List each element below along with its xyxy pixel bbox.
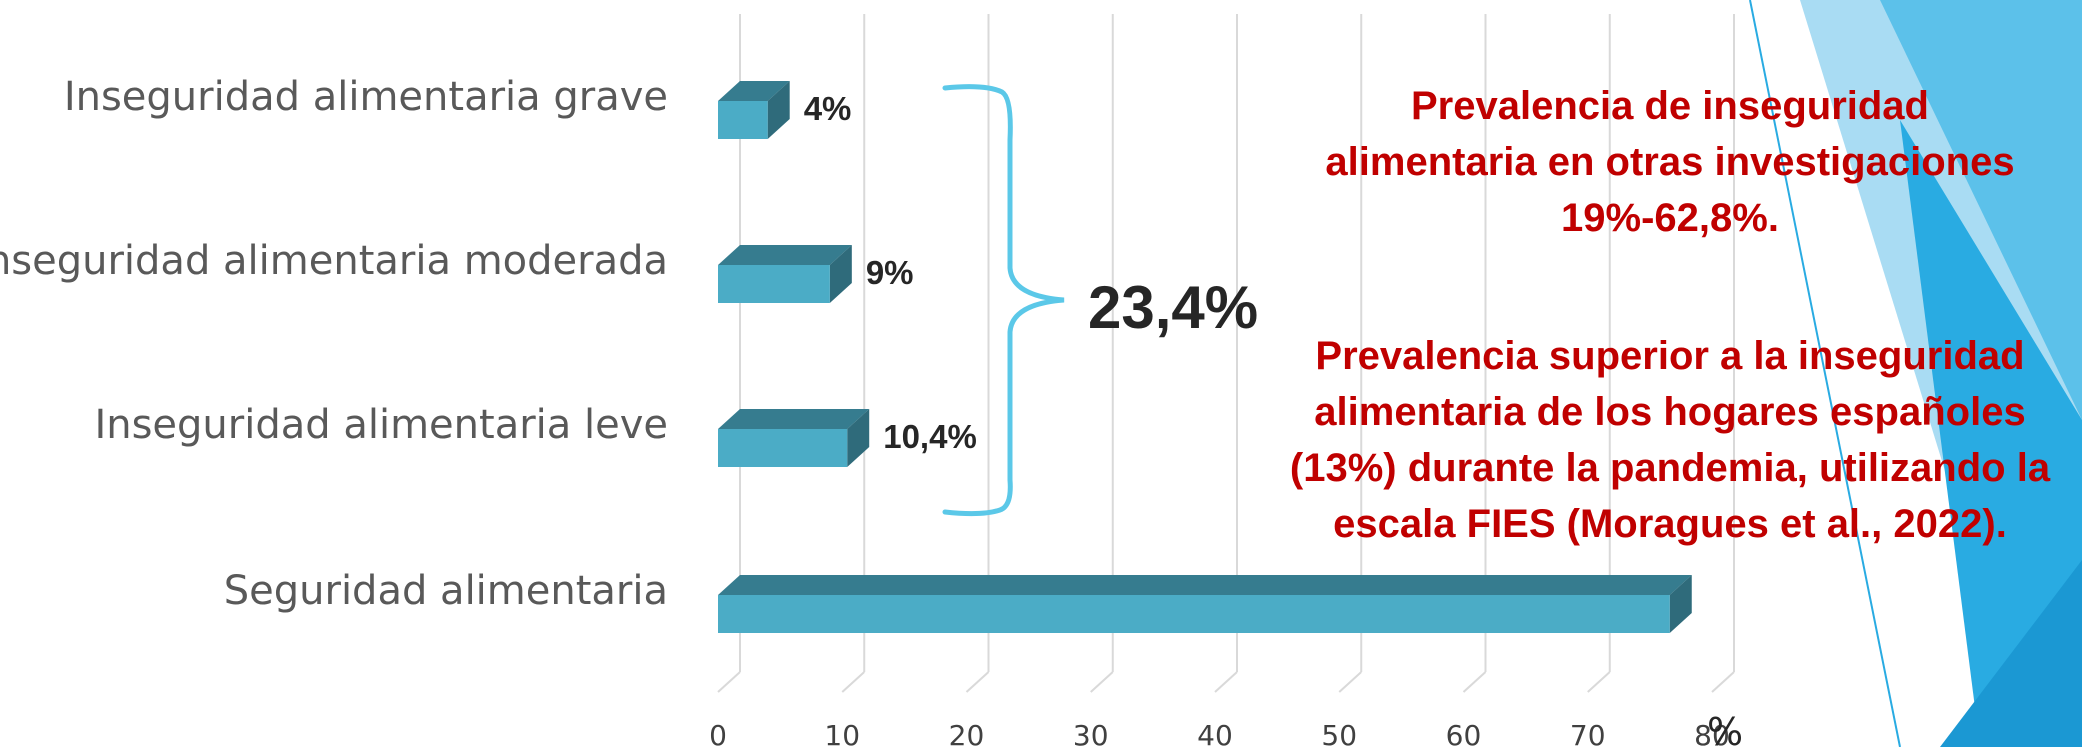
x-tick-label: 50 [1321, 719, 1357, 747]
x-tick-label: 20 [949, 719, 985, 747]
category-label: Inseguridad alimentaria grave [64, 74, 668, 120]
bar-front-face [718, 595, 1670, 633]
data-label: 10,4% [883, 418, 977, 455]
bar-front-face [718, 429, 847, 467]
bracket-label: 23,4% [1088, 274, 1258, 341]
category-labels: Inseguridad alimentaria grave Inseguridad… [0, 74, 668, 614]
bar-top-face [718, 245, 852, 265]
x-tick-label: 30 [1073, 719, 1109, 747]
bar [718, 81, 790, 139]
grid-floor-line [1215, 672, 1237, 692]
data-label: 4% [804, 90, 852, 127]
grid-floor-line [1464, 672, 1486, 692]
bar-front-face [718, 265, 830, 303]
x-tick-label: 10 [824, 719, 860, 747]
category-label: Seguridad alimentaria [224, 568, 668, 614]
grid-floor-line [1712, 672, 1734, 692]
x-tick-label: 40 [1197, 719, 1233, 747]
x-tick-labels: 0 10 20 30 40 50 60 70 80 [709, 719, 1730, 747]
x-tick-label: 60 [1446, 719, 1482, 747]
category-label: Inseguridad alimentaria moderada [0, 238, 668, 284]
grid-floor-line [967, 672, 989, 692]
grid-floor-line [1091, 672, 1113, 692]
x-unit-label: % [1707, 710, 1743, 747]
category-label: Inseguridad alimentaria leve [94, 402, 668, 448]
grid-floor-line [1339, 672, 1361, 692]
grid-floor-line [718, 672, 740, 692]
bar [718, 245, 852, 303]
bar [718, 409, 869, 467]
bar [718, 575, 1692, 633]
bar-top-face [718, 575, 1692, 595]
bar-top-face [718, 409, 869, 429]
note-prevalence-spanish-households: Prevalencia superior a la inseguridad al… [1260, 328, 2080, 552]
x-tick-label: 70 [1570, 719, 1606, 747]
bar-front-face [718, 101, 768, 139]
grid-floor-line [1588, 672, 1610, 692]
note-prevalence-other-studies: Prevalencia de inseguridad alimentaria e… [1320, 78, 2020, 246]
grid-floor-line [842, 672, 864, 692]
x-tick-label: 0 [709, 719, 727, 747]
data-label: 9% [866, 254, 914, 291]
